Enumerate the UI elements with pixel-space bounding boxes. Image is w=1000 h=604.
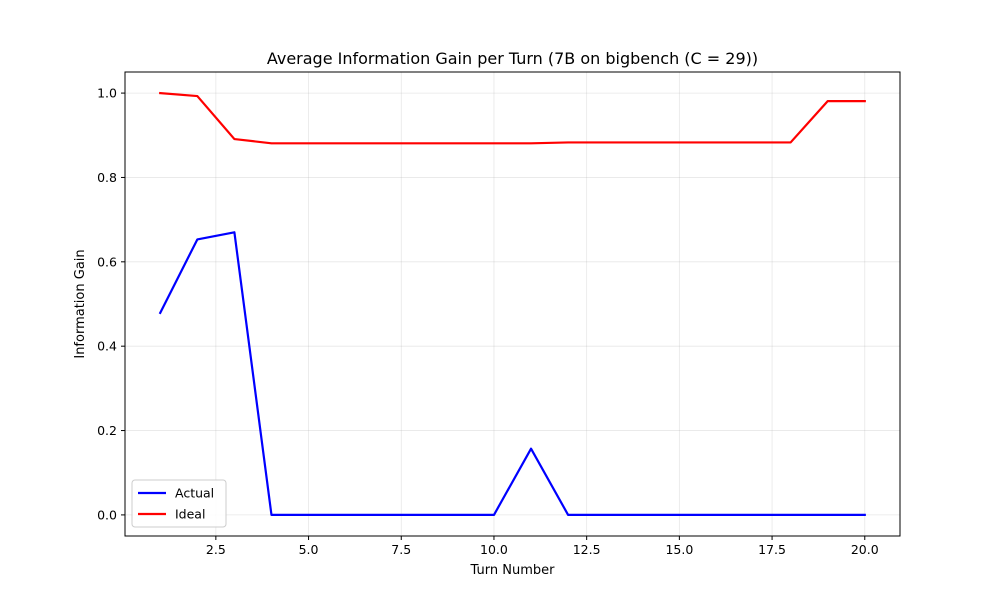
x-tick-label: 5.0: [299, 542, 319, 557]
y-tick-label: 1.0: [97, 86, 117, 101]
y-tick-label: 0.4: [97, 339, 117, 354]
legend-label-ideal: Ideal: [175, 507, 205, 522]
grid: [125, 72, 900, 536]
x-tick-label: 17.5: [758, 542, 786, 557]
y-tick-label: 0.8: [97, 170, 117, 185]
x-tick-label: 12.5: [573, 542, 601, 557]
y-axis-label: Information Gain: [73, 249, 88, 358]
legend: Actual Ideal: [131, 479, 227, 528]
plot-frame: [124, 71, 901, 537]
x-tick-label: 10.0: [480, 542, 508, 557]
series-lines: [158, 91, 866, 517]
x-tick-label: 15.0: [665, 542, 693, 557]
series-line-actual: [158, 231, 866, 517]
x-tick-label: 7.5: [391, 542, 411, 557]
chart-title: Average Information Gain per Turn (7B on…: [267, 49, 758, 68]
x-tick-label: 2.5: [206, 542, 226, 557]
y-tick-label: 0.2: [97, 423, 117, 438]
y-tick-label: 0.0: [97, 507, 117, 522]
legend-box: [131, 479, 227, 528]
legend-label-actual: Actual: [175, 486, 214, 501]
series-line-ideal: [159, 91, 866, 145]
x-axis-label: Turn Number: [470, 563, 556, 578]
y-tick-label: 0.6: [97, 254, 117, 269]
y-axis: 0.0 0.2 0.4 0.6 0.8 1.0: [97, 86, 125, 522]
x-axis: 2.5 5.0 7.5 10.0 12.5 15.0 17.5 20.0: [206, 536, 879, 557]
x-tick-label: 20.0: [851, 542, 879, 557]
